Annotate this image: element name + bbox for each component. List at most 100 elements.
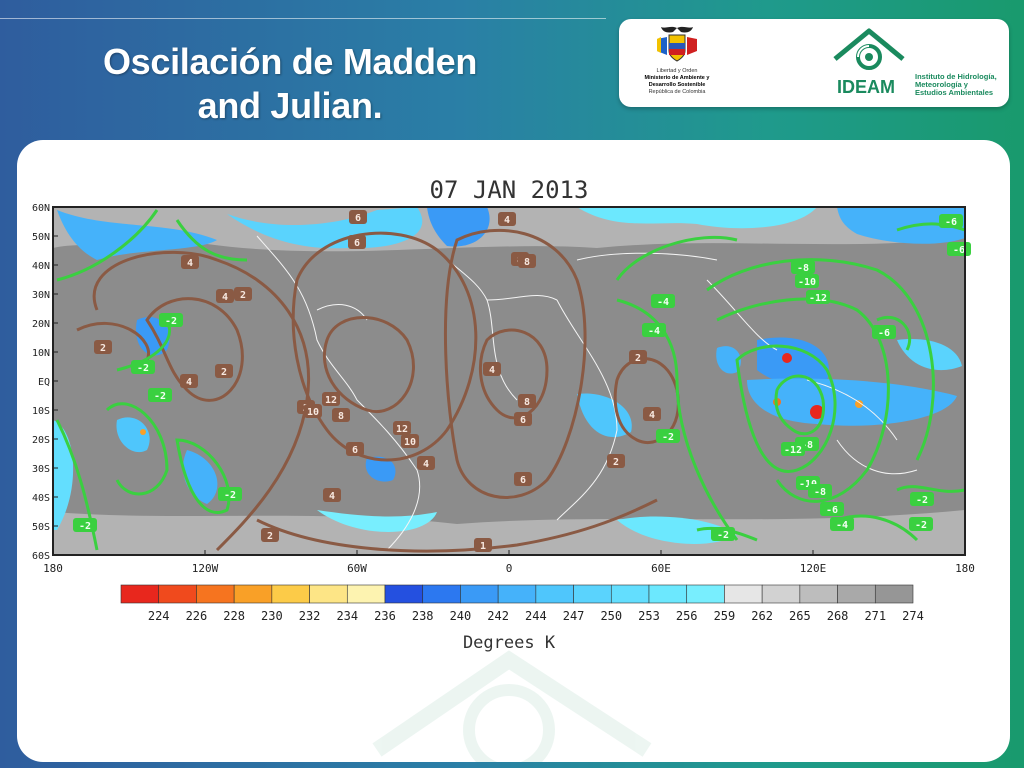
ministry-logo: Libertad y Orden Ministerio de Ambiente …: [627, 25, 727, 101]
brown-contour-label-bg: [322, 392, 340, 406]
lat-tick-label: 60S: [32, 551, 50, 562]
brown-contour-label-bg: [332, 408, 350, 422]
colorbar-swatch: [158, 584, 197, 604]
brown-contour-label-bg: [629, 350, 647, 364]
colorbar-swatch: [422, 584, 461, 604]
ideam-full-line-3: Estudios Ambientales: [915, 88, 994, 97]
green-contour-label-bg: [711, 527, 735, 541]
colorbar-swatch: [610, 584, 650, 604]
brown-contour-label-bg: [180, 374, 198, 388]
lat-tick-label: 20S: [32, 435, 50, 446]
ideam-logo: IDEAM Instituto de Hidrología, Meteorolo…: [829, 27, 1001, 99]
ministry-name-1: Ministerio de Ambiente y: [644, 75, 710, 81]
colorbar: 224 226 228 230 232 234 236 238 240 242 244 247 250 2…: [120, 584, 924, 623]
slide-title-line-1: Oscilación de Madden: [102, 41, 478, 82]
lat-tick-label: 60N: [32, 203, 50, 214]
colorbar-tick-label: 234: [336, 609, 358, 623]
colombia-coat-of-arms-icon: [657, 26, 697, 62]
longitude-axis: 180 120W 60W 0 60E 120E 180: [43, 550, 975, 575]
colorbar-tick-label: 256: [676, 609, 698, 623]
green-contour-label-bg: [830, 517, 854, 531]
colorbar-tick-label: 247: [563, 609, 585, 623]
colorbar-swatch: [346, 584, 386, 604]
green-contour-label-bg: [159, 313, 183, 327]
colorbar-swatch: [384, 584, 424, 604]
green-contour-label: -4: [648, 326, 660, 337]
brown-contour-label-bg: [498, 212, 516, 226]
green-contour-label-bg: [73, 518, 97, 532]
lon-tick-label: 180: [43, 562, 63, 575]
green-contour-label-bg: [131, 360, 155, 374]
colorbar-tick-label: 262: [751, 609, 773, 623]
colorbar-tick-label: 240: [450, 609, 472, 623]
brown-contour-label: 2: [240, 290, 246, 301]
map-date-label: 07 JAN 2013: [430, 176, 589, 204]
green-contour-label: -2: [662, 432, 674, 443]
colorbar-swatch: [648, 584, 688, 604]
green-contour-label-bg: [651, 294, 675, 308]
colorbar-tick-label: 271: [864, 609, 886, 623]
brown-contour-label: 1: [480, 541, 486, 552]
green-contour-label: -4: [836, 520, 848, 531]
brown-contour-label-bg: [607, 454, 625, 468]
green-contour-label: -2: [137, 363, 149, 374]
green-contour-label: -8: [801, 440, 813, 451]
colorbar-swatch: [271, 584, 310, 604]
ministry-country: República de Colombia: [648, 89, 706, 95]
green-contour-label: -10: [798, 277, 816, 288]
lon-tick-label: 120W: [192, 562, 219, 575]
green-contour-label: -6: [826, 505, 838, 516]
brown-contour-label: 4: [423, 459, 429, 470]
green-contour-label-bg: [808, 484, 832, 498]
brown-contour-label: 2: [613, 457, 619, 468]
lon-tick-label: 0: [506, 562, 513, 575]
brown-contour-label-bg: [94, 340, 112, 354]
lat-tick-label: 50N: [32, 232, 50, 243]
brown-contour-label-bg: [346, 442, 364, 456]
colorbar-swatch: [761, 584, 801, 604]
colorbar-tick-label: 224: [148, 609, 170, 623]
colorbar-tick-label: 236: [374, 609, 396, 623]
colorbar-swatch: [460, 584, 499, 604]
brown-contour-label: 8: [524, 397, 530, 408]
lat-tick-label: 10N: [32, 348, 50, 359]
colorbar-tick-label: 226: [186, 609, 208, 623]
green-contour-label-bg: [642, 323, 666, 337]
colorbar-swatch: [837, 584, 876, 604]
brown-contours: [76, 228, 680, 553]
colorbar-tick-label: 259: [714, 609, 736, 623]
colorbar-tick-label: 250: [600, 609, 622, 623]
colorbar-tick-label: 228: [223, 609, 245, 623]
lat-tick-label: 50S: [32, 522, 50, 533]
green-contour-label-bg: [791, 260, 815, 274]
lat-tick-label: 30N: [32, 290, 50, 301]
lon-tick-label: 60E: [651, 562, 671, 575]
green-contour-label: -2: [915, 520, 927, 531]
brown-contour-label: 6: [520, 415, 526, 426]
brown-contour-label: 8: [338, 411, 344, 422]
green-contour-label: -12: [784, 445, 802, 456]
brown-contour-label-bg: [349, 210, 367, 224]
slide-title-line-2: and Julian.: [197, 85, 383, 126]
green-contour-label: -10: [799, 479, 817, 490]
colorbar-swatch: [120, 584, 160, 604]
brown-contour-label: 6: [354, 238, 360, 249]
green-contour-label: -2: [717, 530, 729, 541]
green-contour-label: -8: [814, 487, 826, 498]
colorbar-swatch: [799, 584, 838, 604]
colorbar-swatch: [233, 584, 273, 604]
mjo-map-figure: 07 JAN 2013: [32, 176, 975, 762]
brown-contour-label: 4: [187, 258, 193, 269]
brown-contour-label: 4: [186, 377, 192, 388]
ideam-full-line-2: Meteorología y: [915, 80, 968, 89]
lat-tick-label: 40N: [32, 261, 50, 272]
green-contour-label: -2: [916, 495, 928, 506]
brown-contour-label-bg: [514, 412, 532, 426]
brown-contour-label-bg: [181, 255, 199, 269]
brown-contour-label-bg: [261, 528, 279, 542]
brown-contour-label: 4: [222, 292, 228, 303]
ideam-house-icon: [833, 28, 905, 70]
brown-contour-label: 2: [635, 353, 641, 364]
green-contour-label: -2: [165, 316, 177, 327]
cloud-top-field: [53, 207, 965, 555]
